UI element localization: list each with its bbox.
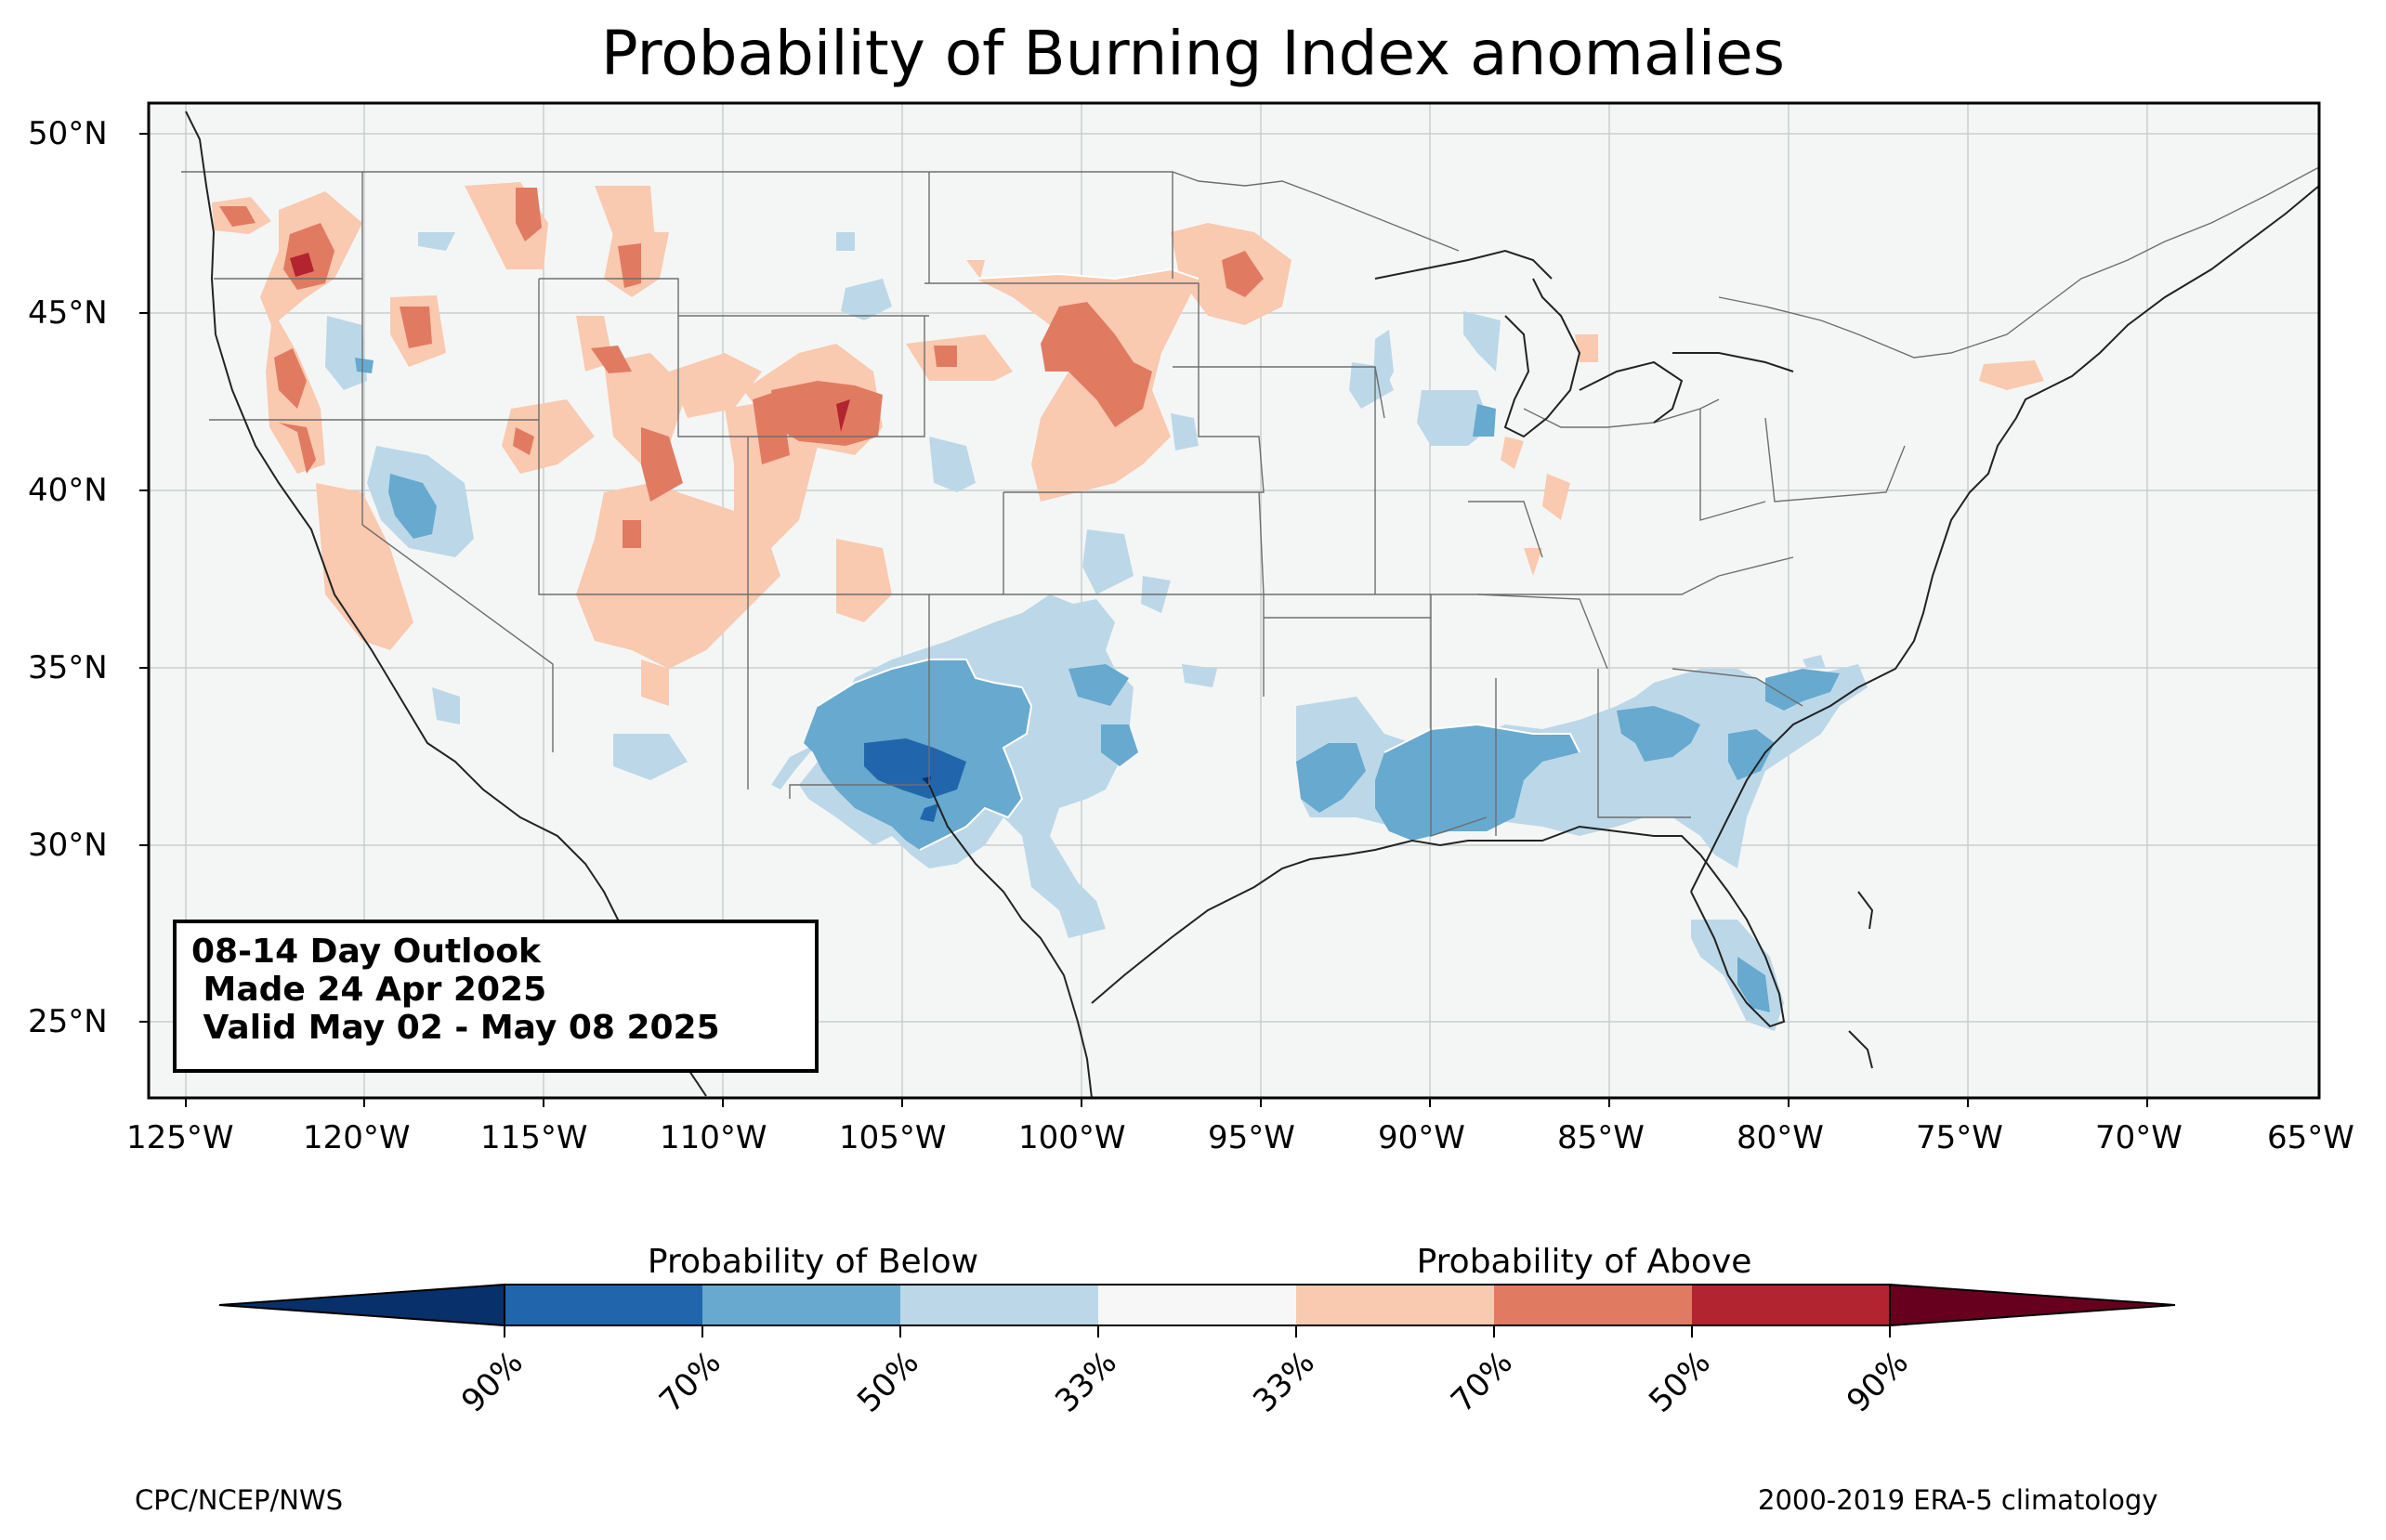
colorbar-above-title: Probability of Above	[1416, 1243, 1752, 1281]
below-50-regions	[355, 358, 1840, 1012]
lon-label-70w: 70°W	[2095, 1119, 2183, 1156]
lon-label-85w: 85°W	[1557, 1119, 1645, 1156]
lon-label-65w: 65°W	[2267, 1119, 2354, 1156]
state-borders	[181, 166, 2320, 837]
map-title: Probability of Burning Index anomalies	[600, 18, 1786, 89]
gridlines	[149, 103, 2319, 1098]
outlook-period: 08-14 Day Outlook	[191, 933, 541, 971]
colorbar	[218, 1283, 2176, 1338]
colorbar-segment-7	[1692, 1285, 1890, 1325]
lon-label-80w: 80°W	[1737, 1119, 1824, 1156]
lat-label-25n: 25°N	[28, 1003, 108, 1040]
made-date: Made 24 Apr 2025	[191, 971, 547, 1009]
colorbar-segment-3	[900, 1285, 1098, 1325]
outlook-info-box: 08-14 Day Outlook Made 24 Apr 2025 Valid…	[173, 920, 819, 1073]
colorbar-segment-4	[1098, 1285, 1296, 1325]
lat-label-40n: 40°N	[28, 472, 108, 509]
lon-label-110w: 110°W	[660, 1119, 767, 1156]
lat-label-30n: 30°N	[28, 827, 108, 864]
lon-label-90w: 90°W	[1378, 1119, 1465, 1156]
colorbar-arrow-right	[1889, 1283, 2176, 1327]
colorbar-outline	[504, 1284, 1891, 1326]
lon-label-75w: 75°W	[1916, 1119, 2003, 1156]
colorbar-segment-2	[702, 1285, 900, 1325]
below-70-regions	[864, 738, 966, 822]
map-frame	[147, 101, 2321, 1100]
colorbar-segment-1	[505, 1285, 702, 1325]
above-70-regions	[290, 253, 850, 432]
colorbar-below-title: Probability of Below	[647, 1243, 979, 1281]
lon-label-125w: 125°W	[126, 1119, 234, 1156]
footer-climatology: 2000-2019 ERA-5 climatology	[1758, 1484, 2158, 1516]
lon-label-95w: 95°W	[1208, 1119, 1295, 1156]
lat-label-50n: 50°N	[28, 115, 108, 152]
axis-ticks	[139, 133, 2148, 1107]
lon-label-100w: 100°W	[1018, 1119, 1126, 1156]
footer-source: CPC/NCEP/NWS	[135, 1484, 344, 1516]
valid-dates: Valid May 02 - May 08 2025	[191, 1009, 720, 1047]
lat-label-35n: 35°N	[28, 649, 108, 686]
lon-label-120w: 120°W	[303, 1119, 411, 1156]
colorbar-segment-5	[1296, 1285, 1494, 1325]
colorbar-segment-6	[1494, 1285, 1692, 1325]
lon-label-105w: 105°W	[839, 1119, 947, 1156]
lon-label-115w: 115°W	[480, 1119, 588, 1156]
colorbar-arrow-left	[218, 1283, 505, 1327]
lat-label-45n: 45°N	[28, 294, 108, 332]
contour-outlines	[817, 268, 1580, 851]
